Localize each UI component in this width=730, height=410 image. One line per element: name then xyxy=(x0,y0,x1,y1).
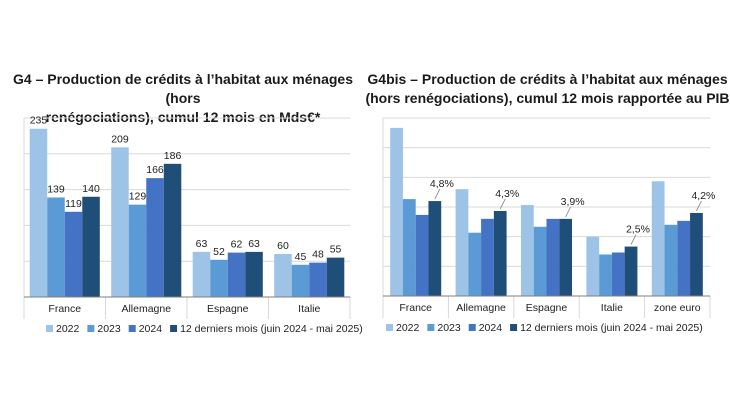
bar xyxy=(559,218,573,296)
legend-label: 2022 xyxy=(396,322,420,334)
x-tick-label: France xyxy=(399,302,432,314)
bar xyxy=(227,252,246,297)
legend-label: 12 derniers mois (juin 2024 - mai 2025) xyxy=(180,323,363,335)
x-tick-label: Allemagne xyxy=(121,303,171,315)
bar xyxy=(128,204,147,297)
bar-value-label: 63 xyxy=(196,238,208,250)
bar-value-label: 4,3% xyxy=(495,188,519,200)
bar xyxy=(624,246,638,296)
bar xyxy=(455,189,469,296)
legend-swatch xyxy=(427,324,435,331)
bar xyxy=(415,214,429,296)
legend-swatch xyxy=(87,325,95,332)
bar-value-label: 48 xyxy=(312,249,324,261)
bar-value-label: 166 xyxy=(146,164,164,176)
legend-swatch xyxy=(468,324,476,331)
bar-value-label: 4,2% xyxy=(691,190,715,202)
bar xyxy=(163,163,182,297)
bar xyxy=(210,259,228,297)
data-label-leader xyxy=(630,234,637,245)
bar xyxy=(146,178,164,297)
bar-value-label: 3,9% xyxy=(561,196,585,208)
bar-value-label: 45 xyxy=(295,251,307,263)
bar xyxy=(599,254,612,296)
bar xyxy=(428,201,442,296)
bar-value-label: 63 xyxy=(248,238,260,250)
bar-value-label: 62 xyxy=(231,239,243,251)
x-tick-label: Italie xyxy=(601,302,623,314)
bar xyxy=(677,220,691,296)
bar-value-label: 52 xyxy=(213,246,225,258)
legend-swatch xyxy=(46,325,53,332)
chart-g4-panel: G4 – Production de crédits à l’habitat a… xyxy=(8,70,363,335)
bar xyxy=(546,218,560,296)
x-tick-label: Espagne xyxy=(207,303,249,315)
legend-swatch xyxy=(170,325,178,332)
bar-value-label: 55 xyxy=(330,244,342,256)
legend-label: 2024 xyxy=(139,323,163,335)
legend-label: 2024 xyxy=(479,322,503,334)
bar-value-label: 140 xyxy=(82,183,100,195)
bar-value-label: 129 xyxy=(129,191,147,203)
data-label-leader xyxy=(499,198,506,210)
data-label-leader xyxy=(565,206,571,218)
chart-g4bis-title-line1: G4bis – Production de crédits à l’habita… xyxy=(367,71,728,87)
bar xyxy=(47,197,65,297)
bar xyxy=(533,226,547,296)
bar-value-label: 119 xyxy=(65,198,82,210)
bar xyxy=(309,262,327,297)
chart-g4bis-title-line2: (hors renégociations), cumul 12 mois rap… xyxy=(365,90,730,106)
legend-label: 2023 xyxy=(437,322,461,334)
x-tick-label: Allemagne xyxy=(456,302,506,314)
bar-value-label: 209 xyxy=(111,133,129,145)
bar xyxy=(586,236,600,296)
bar xyxy=(468,232,482,296)
legend-swatch xyxy=(510,324,518,331)
x-tick-label: zone euro xyxy=(654,302,701,314)
bar-value-label: 139 xyxy=(47,183,65,195)
chart-g4bis-title: G4bis – Production de crédits à l’habita… xyxy=(365,70,730,108)
bar xyxy=(245,251,263,297)
chart-g4bis-plot: 4,8% France 4,3% Allemagne 3,9% Espagne 2,5% It… xyxy=(382,117,715,334)
bar xyxy=(520,205,534,296)
legend-label: 2022 xyxy=(56,323,80,335)
chart-g4-title-line1: G4 – Production de crédits à l’habitat a… xyxy=(13,71,353,106)
legend-label: 2023 xyxy=(97,323,121,335)
bar xyxy=(611,252,625,296)
bar xyxy=(29,128,48,297)
data-label-leader xyxy=(434,188,441,200)
x-tick-label: Espagne xyxy=(526,302,568,314)
bar xyxy=(192,251,211,297)
bar xyxy=(664,224,678,296)
bar xyxy=(82,196,100,297)
bar-value-label: 2,5% xyxy=(626,224,650,236)
bar-value-label: 186 xyxy=(164,150,182,162)
bar-value-label: 235 xyxy=(30,115,48,127)
bar xyxy=(402,199,416,296)
chart-g4-title: G4 – Production de crédits à l’habitat a… xyxy=(8,70,358,127)
x-tick-label: Italie xyxy=(298,303,320,315)
chart-g4-title-line2: renégociations), cumul 12 mois en Mds€* xyxy=(45,109,321,125)
x-tick-label: France xyxy=(48,303,81,315)
bar xyxy=(481,218,494,296)
bar xyxy=(326,257,345,297)
legend-swatch xyxy=(386,324,393,331)
bar xyxy=(651,181,665,296)
bar xyxy=(291,264,310,297)
bar xyxy=(64,211,83,297)
bar xyxy=(390,127,403,296)
bar xyxy=(493,210,507,296)
bar-value-label: 60 xyxy=(277,240,289,252)
bar xyxy=(274,254,292,297)
bar-value-label: 4,8% xyxy=(430,178,454,190)
legend-label: 12 derniers mois (juin 2024 - mai 2025) xyxy=(520,322,703,334)
legend-swatch xyxy=(128,325,136,332)
chart-g4bis-panel: G4bis – Production de crédits à l’habita… xyxy=(365,0,730,410)
data-label-leader xyxy=(696,200,702,212)
bar xyxy=(111,147,129,297)
bar xyxy=(690,212,703,296)
